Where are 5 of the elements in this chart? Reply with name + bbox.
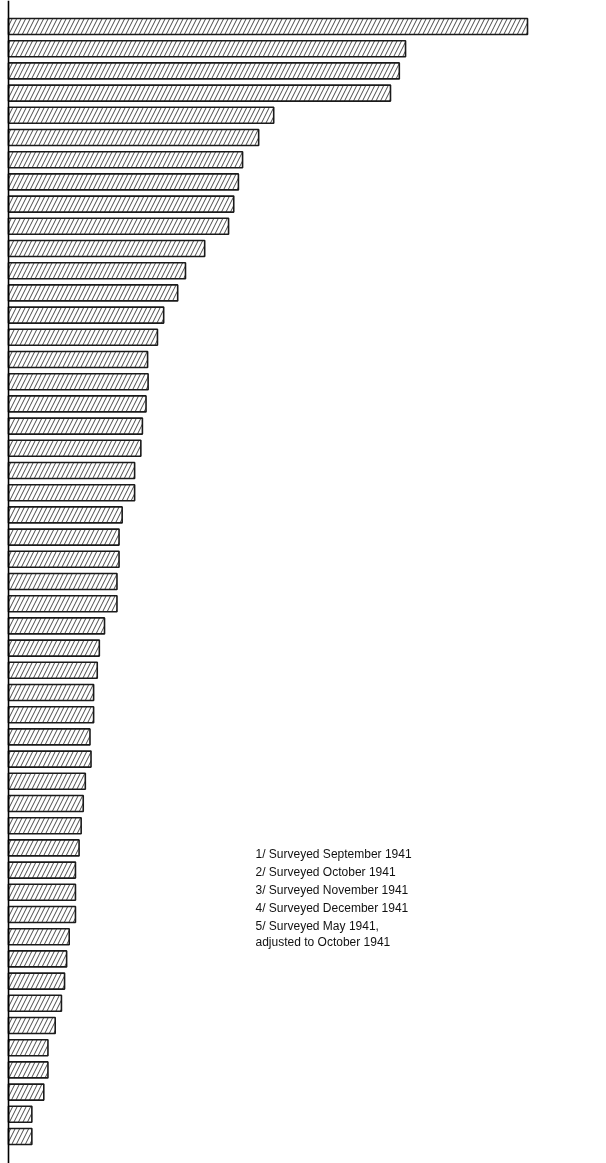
annotation: 3/ Surveyed November 1941	[255, 882, 409, 897]
annotation: 2/ Surveyed October 1941	[255, 864, 396, 879]
annotation: 1/ Surveyed September 1941	[255, 846, 412, 861]
annotation: 4/ Surveyed December 1941	[255, 900, 409, 915]
annotation: 5/ Surveyed May 1941, adjusted to October 1941	[255, 918, 391, 950]
